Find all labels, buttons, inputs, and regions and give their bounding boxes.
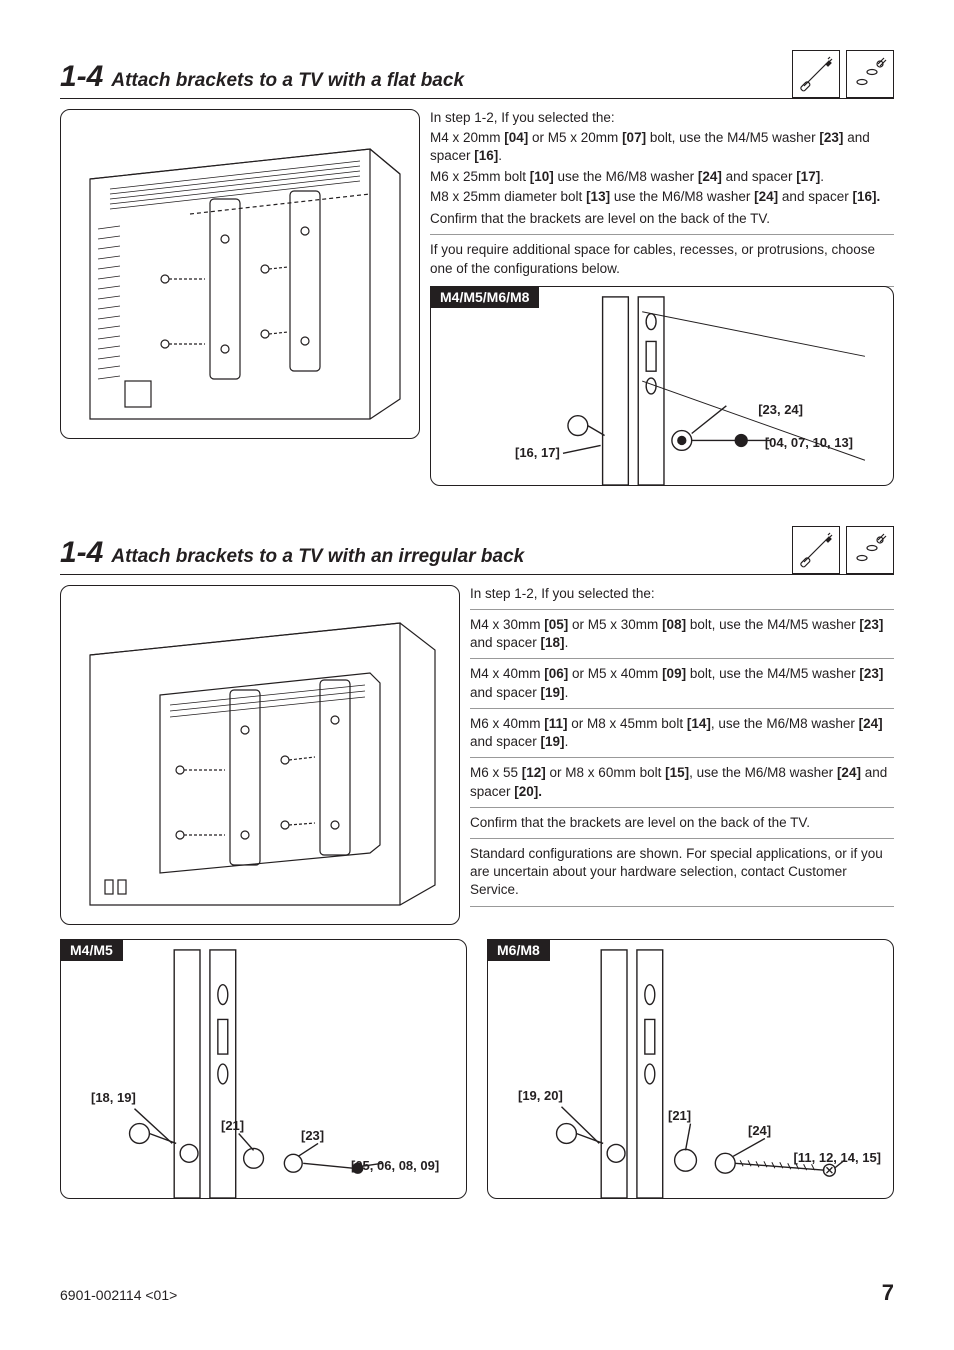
step-number: 1-4 — [60, 60, 103, 94]
step-title: Attach brackets to a TV with an irregula… — [111, 546, 524, 568]
page-footer: 6901-002114 <01> 7 — [60, 1280, 894, 1306]
detail-flat-diagram: M4/M5/M6/M8 — [430, 286, 894, 486]
callout: [23, 24] — [758, 402, 803, 417]
section-header: 1-4 Attach brackets to a TV with an irre… — [60, 536, 894, 575]
extra-line: If you require additional space for cabl… — [430, 235, 894, 286]
section-flat-back: 1-4 Attach brackets to a TV with a flat … — [60, 60, 894, 486]
callout: [23] — [301, 1128, 324, 1143]
callout: [04, 07, 10, 13] — [765, 435, 853, 450]
hardware-parts-icon — [846, 526, 894, 574]
callout: [18, 19] — [91, 1090, 136, 1105]
callout: [21] — [668, 1108, 691, 1123]
detail-m6m8-diagram: M6/M8 — [487, 939, 894, 1199]
hw-line: M6 x 55 [12] or M8 x 60mm bolt [15], use… — [470, 764, 894, 807]
callout: [19, 20] — [518, 1088, 563, 1103]
screwdriver-phillips-icon — [792, 50, 840, 98]
hw-line: M6 x 40mm [11] or M8 x 45mm bolt [14], u… — [470, 715, 894, 758]
confirm-line: Confirm that the brackets are level on t… — [430, 210, 894, 228]
hardware-parts-icon — [846, 50, 894, 98]
tool-icons — [792, 50, 894, 98]
instruction-text-flat: In step 1-2, If you selected the: M4 x 2… — [430, 109, 894, 235]
callout: [05, 06, 08, 09] — [351, 1158, 439, 1173]
extra-line: Standard configurations are shown. For s… — [470, 845, 894, 907]
tv-irregular-back-illustration — [60, 585, 460, 925]
callout: [21] — [221, 1118, 244, 1133]
step-title: Attach brackets to a TV with a flat back — [111, 70, 464, 92]
step-number: 1-4 — [60, 536, 103, 570]
instruction-text-irregular: In step 1-2, If you selected the: M4 x 3… — [470, 585, 894, 925]
section-header: 1-4 Attach brackets to a TV with a flat … — [60, 60, 894, 99]
document-id: 6901-002114 <01> — [60, 1287, 177, 1303]
hw-line: M8 x 25mm diameter bolt [13] use the M6/… — [430, 188, 894, 206]
page-number: 7 — [882, 1280, 894, 1306]
detail-m4m5-diagram: M4/M5 — [60, 939, 467, 1199]
confirm-line: Confirm that the brackets are level on t… — [470, 814, 894, 839]
hw-line: M4 x 30mm [05] or M5 x 30mm [08] bolt, u… — [470, 616, 894, 659]
hw-line: M6 x 25mm bolt [10] use the M6/M8 washer… — [430, 168, 894, 186]
section-irregular-back: 1-4 Attach brackets to a TV with an irre… — [60, 536, 894, 1199]
callout: [11, 12, 14, 15] — [794, 1150, 881, 1165]
hw-line: M4 x 40mm [06] or M5 x 40mm [09] bolt, u… — [470, 665, 894, 708]
tool-icons — [792, 526, 894, 574]
callout: [16, 17] — [515, 445, 560, 460]
intro-line: In step 1-2, If you selected the: — [470, 585, 894, 610]
screwdriver-phillips-icon — [792, 526, 840, 574]
hw-line: M4 x 20mm [04] or M5 x 20mm [07] bolt, u… — [430, 129, 894, 165]
callout: [24] — [748, 1123, 771, 1138]
intro-line: In step 1-2, If you selected the: — [430, 109, 894, 127]
tv-flat-back-illustration — [60, 109, 420, 439]
